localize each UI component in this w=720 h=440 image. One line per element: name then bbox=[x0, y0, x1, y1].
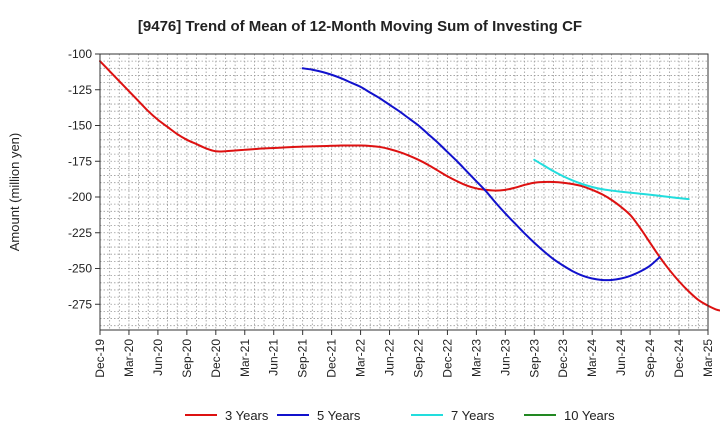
y-tick-label: -150 bbox=[68, 119, 92, 133]
x-tick-label: Jun-20 bbox=[151, 339, 165, 376]
x-tick-label: Dec-20 bbox=[209, 339, 223, 378]
x-tick-label: Mar-23 bbox=[469, 339, 483, 377]
x-tick-label: Sep-24 bbox=[643, 339, 657, 378]
plot-background bbox=[100, 54, 708, 330]
x-tick-label: Dec-23 bbox=[556, 339, 570, 378]
series-line-5-years bbox=[301, 67, 661, 282]
x-tick-label: Jun-23 bbox=[498, 339, 512, 376]
axes bbox=[99, 53, 709, 331]
x-tick-label: Dec-24 bbox=[672, 339, 686, 378]
y-tick-label: -200 bbox=[68, 190, 92, 204]
y-tick-label: -175 bbox=[68, 154, 92, 168]
x-tick-label: Jun-21 bbox=[267, 339, 281, 376]
x-tick-label: Dec-22 bbox=[440, 339, 454, 378]
x-tick-label: Mar-20 bbox=[122, 339, 136, 377]
chart-title: [9476] Trend of Mean of 12-Month Moving … bbox=[138, 18, 582, 35]
x-tick-label: Mar-25 bbox=[701, 339, 715, 377]
x-tick-label: Sep-21 bbox=[296, 339, 310, 378]
y-tick-label: -125 bbox=[68, 83, 92, 97]
x-tick-label: Dec-21 bbox=[325, 339, 339, 378]
legend-label-7-years: 7 Years bbox=[451, 408, 495, 423]
x-tick-label: Mar-22 bbox=[354, 339, 368, 377]
series-line-7-years bbox=[533, 158, 690, 201]
x-tick-label: Sep-23 bbox=[527, 339, 541, 378]
legend: 3 Years 5 Years 7 Years 10 Years bbox=[185, 408, 615, 423]
y-axis-ticks: -100 -125 -150 -175 -200 -225 -250 -275 bbox=[68, 47, 100, 311]
x-tick-label: Mar-24 bbox=[585, 339, 599, 377]
x-tick-label: Jun-24 bbox=[614, 339, 628, 376]
x-tick-label: Sep-20 bbox=[180, 339, 194, 378]
series-line-3-years bbox=[99, 60, 720, 312]
legend-label-3-years: 3 Years bbox=[225, 408, 269, 423]
plot-rect bbox=[100, 54, 708, 330]
x-tick-label: Dec-19 bbox=[93, 339, 107, 378]
series-lines bbox=[99, 60, 720, 312]
y-tick-label: -275 bbox=[68, 297, 92, 311]
x-tick-label: Jun-22 bbox=[383, 339, 397, 376]
y-tick-label: -250 bbox=[68, 262, 92, 276]
x-tick-label: Mar-21 bbox=[238, 339, 252, 377]
y-axis-label: Amount (million yen) bbox=[7, 133, 22, 252]
x-axis-ticks: Dec-19 Mar-20 Jun-20 Sep-20 Dec-20 Mar-21 Jun-… bbox=[93, 330, 715, 378]
plot-frame bbox=[99, 53, 709, 331]
x-tick-label: Sep-22 bbox=[411, 339, 425, 378]
legend-label-10-years: 10 Years bbox=[564, 408, 615, 423]
legend-label-5-years: 5 Years bbox=[317, 408, 361, 423]
y-tick-label: -225 bbox=[68, 226, 92, 240]
y-tick-label: -100 bbox=[68, 47, 92, 61]
